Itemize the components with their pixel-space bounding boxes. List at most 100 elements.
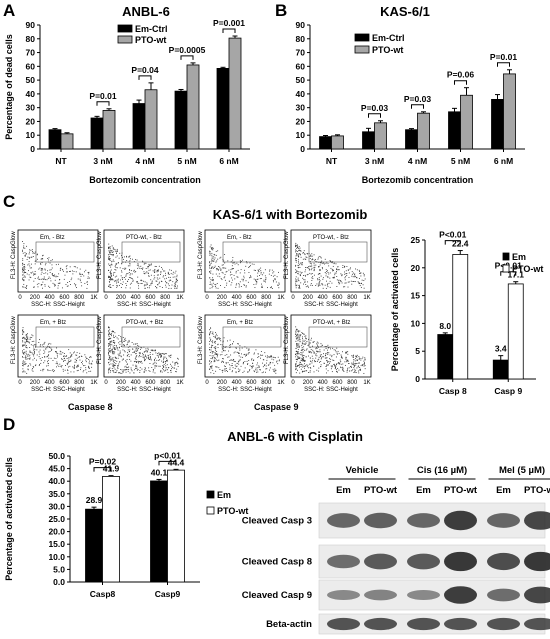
flow-event: [211, 367, 213, 369]
x-tick-label: 6 nM: [494, 156, 513, 166]
flow-event: [311, 277, 313, 279]
flow-event: [301, 263, 303, 265]
flow-event: [108, 361, 110, 363]
flow-event: [255, 349, 257, 351]
flow-event: [295, 329, 297, 331]
flow-event: [127, 363, 128, 365]
flow-event: [109, 279, 111, 281]
flow-event: [52, 369, 54, 370]
x-tick-label: NT: [326, 156, 338, 166]
flow-event: [55, 276, 57, 278]
flow-event: [361, 282, 362, 284]
flow-event: [114, 342, 116, 344]
flow-event: [26, 259, 28, 260]
flow-event: [131, 342, 133, 343]
flow-event: [209, 263, 211, 265]
flow-event: [265, 371, 266, 373]
flow-event: [315, 348, 317, 350]
flow-event: [154, 272, 155, 273]
flow-event: [54, 279, 56, 281]
flow-event: [114, 341, 116, 343]
flow-event: [347, 269, 349, 271]
flow-event: [129, 372, 131, 374]
flow-event: [22, 279, 24, 281]
flow-event: [66, 285, 68, 287]
flow-event: [138, 362, 140, 364]
y-axis-label: Percentage of activated cells: [4, 457, 14, 581]
flow-event: [364, 368, 366, 370]
flow-tick-label: 200: [30, 380, 41, 386]
flow-event: [162, 366, 164, 368]
flow-y-axis-label: FL3-H: CaspGlow: [97, 231, 103, 279]
flow-event: [239, 345, 241, 347]
flow-event: [324, 284, 326, 286]
flow-event: [122, 358, 124, 360]
flow-event: [225, 363, 227, 365]
flow-event: [114, 349, 116, 351]
flow-event: [295, 337, 297, 339]
flow-tick-label: 1K: [90, 380, 97, 386]
flow-event: [301, 345, 303, 347]
flow-event: [311, 255, 313, 257]
flow-event: [113, 367, 115, 369]
flow-event: [249, 365, 251, 367]
flow-event: [174, 364, 176, 366]
flow-event: [114, 372, 116, 373]
flow-event: [164, 270, 166, 272]
flow-event: [323, 362, 325, 364]
flow-event: [128, 272, 130, 273]
flow-event: [304, 360, 306, 361]
flow-event: [255, 367, 257, 369]
flow-event: [214, 342, 216, 344]
flow-event: [247, 281, 249, 283]
flow-event: [23, 336, 25, 338]
flow-event: [311, 263, 312, 265]
flow-event: [168, 285, 170, 287]
flow-event: [156, 270, 158, 272]
flow-event: [295, 280, 297, 282]
flow-event: [159, 286, 161, 287]
flow-event: [26, 287, 27, 289]
flow-event: [211, 358, 213, 360]
flow-event: [23, 362, 25, 364]
flow-event: [356, 277, 358, 279]
flow-event: [341, 274, 343, 276]
flow-event: [344, 282, 346, 284]
blot-lane-label: PTO-wt: [364, 485, 398, 496]
flow-event: [315, 353, 317, 355]
flow-event: [110, 350, 112, 352]
flow-event: [295, 276, 297, 278]
flow-event: [52, 282, 54, 284]
flow-x-axis-label: SSC-H: SSC-Height: [304, 302, 358, 308]
flow-event: [212, 331, 214, 333]
flow-event: [137, 276, 139, 278]
flow-event: [108, 368, 110, 370]
flow-event: [108, 339, 109, 340]
flow-event: [364, 365, 366, 367]
flow-event: [146, 351, 148, 353]
flow-event: [144, 262, 146, 264]
flow-event: [275, 357, 277, 359]
legend-label: PTO-wt: [512, 264, 543, 274]
flow-event: [295, 356, 297, 358]
flow-event: [301, 357, 303, 359]
flow-event: [124, 267, 126, 269]
flow-event: [353, 366, 355, 368]
legend-swatch: [354, 33, 370, 42]
flow-event: [215, 348, 217, 350]
flow-event: [142, 355, 144, 357]
flow-event: [148, 370, 150, 372]
flow-event: [211, 256, 213, 258]
legend-swatch: [117, 35, 133, 44]
flow-event: [297, 251, 299, 252]
flow-event: [309, 360, 311, 362]
flow-event: [55, 275, 57, 277]
flow-event: [90, 370, 92, 372]
flow-event: [222, 264, 224, 266]
flow-tick-label: 800: [261, 380, 272, 386]
flow-event: [214, 265, 216, 267]
flow-event: [215, 284, 217, 286]
flow-event: [244, 269, 245, 271]
flow-event: [229, 344, 231, 346]
